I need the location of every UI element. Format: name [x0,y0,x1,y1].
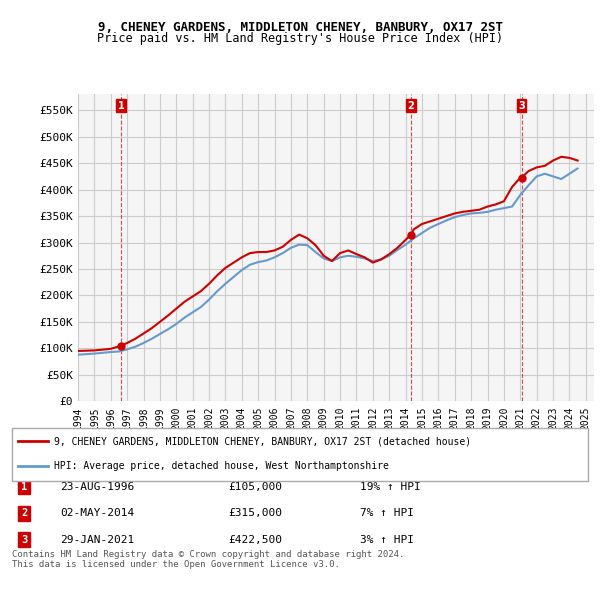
Text: 3% ↑ HPI: 3% ↑ HPI [360,535,414,545]
Text: 9, CHENEY GARDENS, MIDDLETON CHENEY, BANBURY, OX17 2ST (detached house): 9, CHENEY GARDENS, MIDDLETON CHENEY, BAN… [54,436,471,446]
Text: £422,500: £422,500 [228,535,282,545]
Text: £105,000: £105,000 [228,482,282,491]
Text: 3: 3 [21,535,27,545]
Text: 2: 2 [21,509,27,518]
Text: 02-MAY-2014: 02-MAY-2014 [60,509,134,518]
Text: 1: 1 [118,100,125,110]
Text: 29-JAN-2021: 29-JAN-2021 [60,535,134,545]
Text: 7% ↑ HPI: 7% ↑ HPI [360,509,414,518]
Text: 19% ↑ HPI: 19% ↑ HPI [360,482,421,491]
Text: 23-AUG-1996: 23-AUG-1996 [60,482,134,491]
Text: Price paid vs. HM Land Registry's House Price Index (HPI): Price paid vs. HM Land Registry's House … [97,32,503,45]
Text: £315,000: £315,000 [228,509,282,518]
Text: 3: 3 [518,100,525,110]
Text: 1: 1 [21,482,27,491]
Text: Contains HM Land Registry data © Crown copyright and database right 2024.
This d: Contains HM Land Registry data © Crown c… [12,550,404,569]
Text: HPI: Average price, detached house, West Northamptonshire: HPI: Average price, detached house, West… [54,461,389,471]
Text: 2: 2 [407,100,415,110]
Text: 9, CHENEY GARDENS, MIDDLETON CHENEY, BANBURY, OX17 2ST: 9, CHENEY GARDENS, MIDDLETON CHENEY, BAN… [97,21,503,34]
